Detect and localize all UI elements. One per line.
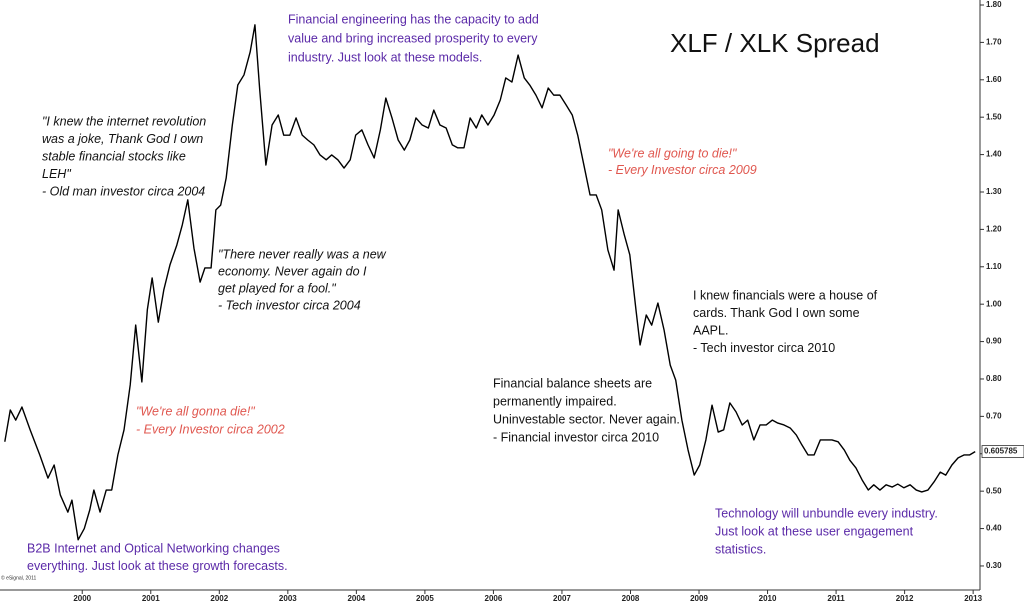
x-tick-label: 2013	[964, 594, 982, 603]
annotation: statistics.	[715, 542, 766, 556]
annotation: Financial engineering has the capacity t…	[288, 12, 539, 26]
y-tick-label: 1.10	[986, 262, 1002, 271]
y-tick-label: 1.30	[986, 187, 1002, 196]
annotation: stable financial stocks like	[42, 149, 186, 163]
y-tick-label: 0.70	[986, 411, 1002, 420]
x-tick-label: 2007	[553, 594, 571, 603]
x-tick-label: 2004	[347, 594, 365, 603]
annotation: industry. Just look at these models.	[288, 50, 482, 64]
x-tick-label: 2002	[210, 594, 228, 603]
x-tick-label: 2008	[622, 594, 640, 603]
annotation: economy. Never again do I	[218, 264, 367, 278]
x-tick-label: 2003	[279, 594, 297, 603]
y-tick-label: 1.40	[986, 150, 1002, 159]
y-tick-label: 1.00	[986, 299, 1002, 308]
annotation: I knew financials were a house of	[693, 288, 878, 302]
y-tick-label: 1.80	[986, 0, 1002, 9]
annotation: Uninvestable sector. Never again.	[493, 412, 680, 426]
annotation: "I knew the internet revolution	[42, 114, 206, 128]
annotation: get played for a fool."	[218, 281, 336, 295]
x-tick-label: 2012	[896, 594, 914, 603]
x-tick-label: 2010	[759, 594, 777, 603]
y-tick-label: 0.90	[986, 337, 1002, 346]
annotation: Financial balance sheets are	[493, 376, 652, 390]
annotation: everything. Just look at these growth fo…	[27, 559, 288, 573]
x-tick-label: 2006	[485, 594, 503, 603]
last-value-box	[981, 445, 1024, 459]
annotation: - Old man investor circa 2004	[42, 185, 205, 199]
annotation: cards. Thank God I own some	[693, 306, 860, 320]
annotation: value and bring increased prosperity to …	[288, 31, 538, 45]
annotation: "There never really was a new	[218, 247, 387, 261]
annotation: was a joke, Thank God I own	[42, 132, 203, 146]
x-tick-label: 2005	[416, 594, 434, 603]
x-tick-label: 2000	[73, 594, 91, 603]
y-tick-label: 1.70	[986, 38, 1002, 47]
annotation: Technology will unbundle every industry.	[715, 506, 938, 520]
x-tick-label: 2011	[827, 594, 845, 603]
annotation: - Tech investor circa 2004	[218, 298, 361, 312]
y-tick-label: 0.40	[986, 524, 1002, 533]
annotation: permanently impaired.	[493, 394, 617, 408]
y-tick-label: 1.50	[986, 112, 1002, 121]
annotation: "We're all gonna die!"	[136, 404, 255, 418]
last-value-label: 0.605785	[984, 447, 1018, 456]
annotation: - Every Investor circa 2009	[608, 163, 757, 177]
source: © eSignal, 2011	[1, 574, 37, 581]
annotation: B2B Internet and Optical Networking chan…	[27, 541, 280, 555]
annotation: - Every Investor circa 2002	[136, 422, 285, 436]
annotation: - Financial investor circa 2010	[493, 430, 659, 444]
y-tick-label: 0.50	[986, 486, 1002, 495]
spread-line	[4, 24, 976, 541]
x-tick-label: 2001	[142, 594, 160, 603]
annotation: AAPL.	[693, 323, 728, 337]
y-tick-label: 0.80	[986, 374, 1002, 383]
annotation: "We're all going to die!"	[608, 146, 737, 160]
annotation: Just look at these user engagement	[715, 524, 914, 538]
chart-title: XLF / XLK Spread	[670, 28, 880, 58]
annotation: LEH"	[42, 167, 71, 181]
y-tick-label: 1.20	[986, 224, 1002, 233]
annotation: - Tech investor circa 2010	[693, 341, 835, 355]
y-tick-label: 1.60	[986, 75, 1002, 84]
x-tick-label: 2009	[690, 594, 708, 603]
y-tick-label: 0.30	[986, 561, 1002, 570]
